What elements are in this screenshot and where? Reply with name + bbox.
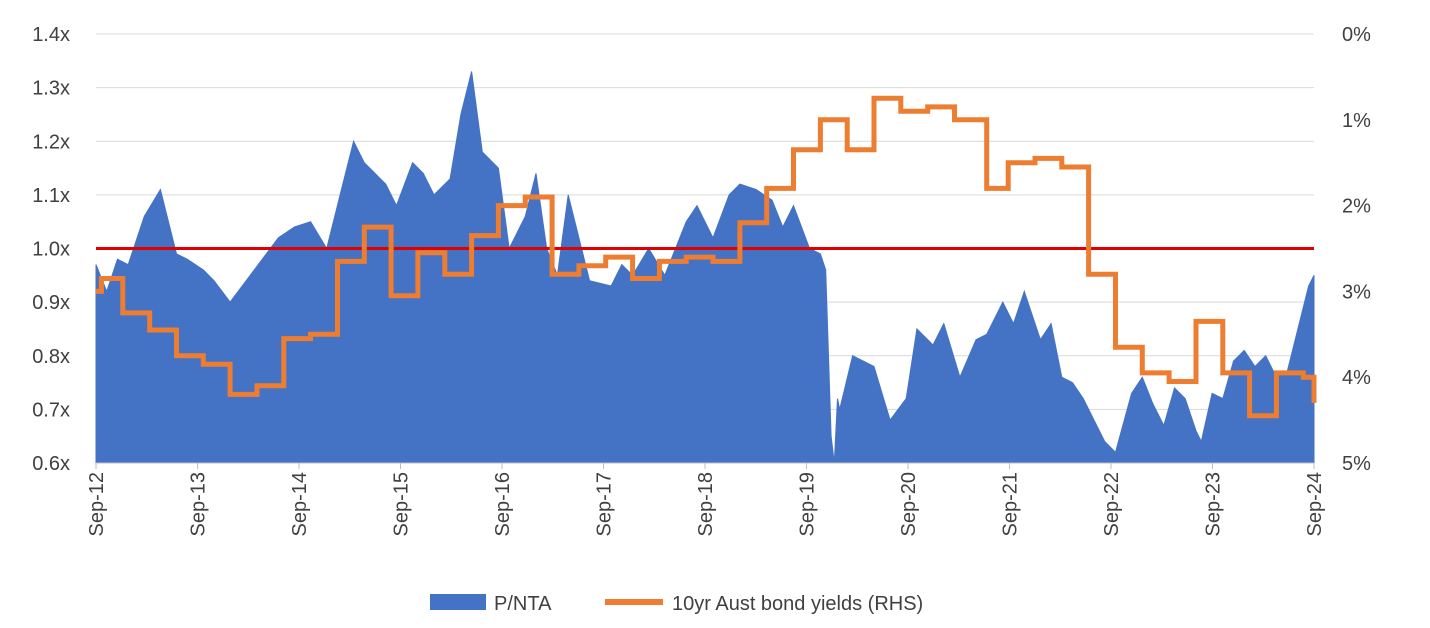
left-tick-label: 0.8x xyxy=(32,346,70,368)
left-tick-label: 0.7x xyxy=(32,399,70,421)
left-tick-label: 1.0x xyxy=(32,239,70,261)
x-tick-label: Sep-24 xyxy=(1304,472,1326,537)
x-tick-label: Sep-12 xyxy=(86,472,108,537)
x-tick-label: Sep-22 xyxy=(1101,472,1123,537)
right-tick-label: 2% xyxy=(1342,196,1371,218)
left-tick-label: 0.9x xyxy=(32,292,70,314)
left-tick-label: 1.3x xyxy=(32,78,70,100)
left-tick-label: 0.6x xyxy=(32,453,70,475)
right-tick-label: 4% xyxy=(1342,367,1371,389)
right-tick-label: 0% xyxy=(1342,24,1371,46)
x-tick-label: Sep-18 xyxy=(695,472,717,537)
x-tick-label: Sep-17 xyxy=(594,472,616,537)
pnta-area xyxy=(95,71,1315,464)
left-tick-label: 1.4x xyxy=(32,24,70,46)
left-tick-label: 1.2x xyxy=(32,131,70,153)
x-tick-label: Sep-23 xyxy=(1203,472,1225,537)
left-tick-label: 1.1x xyxy=(32,185,70,207)
left-axis-ticks: 0.6x 0.7x 0.8x 0.9x 1.0x 1.1x 1.2x 1.3x 1.4x xyxy=(32,24,70,475)
x-tick-label: Sep-14 xyxy=(289,472,311,537)
legend-label-bond-yields: 10yr Aust bond yields (RHS) xyxy=(672,593,923,615)
x-axis-ticks: Sep-12 Sep-13 Sep-14 Sep-15 Sep-16 Sep-17 Sep-… xyxy=(86,472,1326,537)
x-tick-label: Sep-20 xyxy=(898,472,920,537)
legend: P/NTA 10yr Aust bond yields (RHS) xyxy=(430,593,923,615)
right-tick-label: 1% xyxy=(1342,110,1371,132)
right-tick-label: 5% xyxy=(1342,453,1371,475)
x-tick-label: Sep-21 xyxy=(1000,472,1022,537)
x-axis xyxy=(95,462,1315,469)
bond-yield-line xyxy=(96,95,1317,419)
right-tick-label: 3% xyxy=(1342,281,1371,303)
x-tick-label: Sep-16 xyxy=(492,472,514,537)
legend-label-pnta: P/NTA xyxy=(494,593,552,615)
x-tick-label: Sep-15 xyxy=(391,472,413,537)
x-tick-label: Sep-19 xyxy=(797,472,819,537)
x-tick-label: Sep-13 xyxy=(188,472,210,537)
bond-yield-line-layer xyxy=(96,95,1317,419)
right-axis-ticks: 0% 1% 2% 3% 4% 5% xyxy=(1342,24,1371,475)
legend-swatch-pnta xyxy=(430,594,486,610)
pnta-area-layer xyxy=(95,71,1315,464)
